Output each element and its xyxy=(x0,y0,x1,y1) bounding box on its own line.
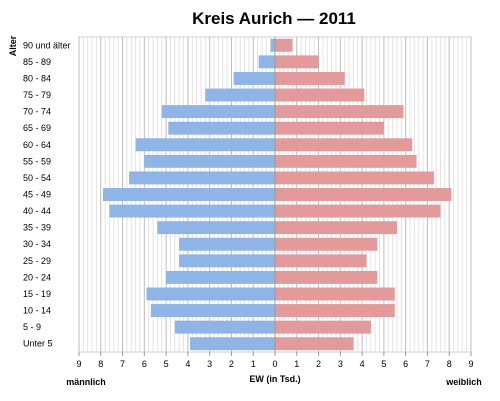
category-label: 10 - 14 xyxy=(23,306,51,316)
category-label: 25 - 29 xyxy=(23,256,51,266)
bar-male xyxy=(270,38,275,52)
category-label: 5 - 9 xyxy=(23,322,41,332)
bar-male xyxy=(258,55,275,69)
bar-female xyxy=(275,71,345,85)
bar-female xyxy=(275,121,384,135)
category-label: 15 - 19 xyxy=(23,289,51,299)
bar-male xyxy=(174,320,275,334)
x-tick-label: 1 xyxy=(294,359,299,369)
bar-male xyxy=(109,204,275,218)
category-label: 45 - 49 xyxy=(23,190,51,200)
category-label: 50 - 54 xyxy=(23,173,51,183)
x-tick-label: 4 xyxy=(185,359,190,369)
category-label: 85 - 89 xyxy=(23,57,51,67)
bar-female xyxy=(275,304,395,318)
y-axis-label: Alter xyxy=(8,35,18,56)
bar-male xyxy=(129,171,275,185)
category-label: Unter 5 xyxy=(23,339,53,349)
x-tick-label: 6 xyxy=(142,359,147,369)
category-label: 20 - 24 xyxy=(23,272,51,282)
x-tick-label: 2 xyxy=(316,359,321,369)
category-label: 80 - 84 xyxy=(23,73,51,83)
bar-female xyxy=(275,188,452,201)
x-tick-label: 1 xyxy=(251,359,256,369)
bar-male xyxy=(144,154,275,168)
bar-male xyxy=(190,337,275,351)
bar-female xyxy=(275,270,378,284)
bar-female xyxy=(275,237,378,251)
bar-female xyxy=(275,171,434,185)
bar-female xyxy=(275,204,441,218)
bar-male xyxy=(146,287,275,301)
category-label: 65 - 69 xyxy=(23,123,51,133)
bar-female xyxy=(275,287,395,301)
bar-female xyxy=(275,254,367,268)
male-side-label: männlich xyxy=(66,377,106,387)
bar-male xyxy=(166,270,275,284)
bar-male xyxy=(135,138,275,152)
category-label: 60 - 64 xyxy=(23,140,51,150)
bar-male xyxy=(168,121,275,135)
x-tick-label: 0 xyxy=(272,359,277,369)
x-tick-label: 5 xyxy=(164,359,169,369)
bar-female xyxy=(275,55,319,69)
bar-female xyxy=(275,88,365,102)
bar-male xyxy=(179,254,275,268)
bar-female xyxy=(275,320,371,334)
bar-male xyxy=(157,221,275,235)
x-tick-label: 8 xyxy=(98,359,103,369)
x-tick-label: 8 xyxy=(447,359,452,369)
bar-male xyxy=(161,105,275,119)
category-label: 35 - 39 xyxy=(23,223,51,233)
x-tick-label: 7 xyxy=(120,359,125,369)
bar-male xyxy=(179,237,275,251)
x-tick-label: 9 xyxy=(468,359,473,369)
x-tick-label: 9 xyxy=(76,359,81,369)
bar-female xyxy=(275,105,404,119)
bar-male xyxy=(233,71,275,85)
bar-female xyxy=(275,221,397,235)
bar-female xyxy=(275,337,354,351)
category-label: 30 - 34 xyxy=(23,239,51,249)
category-label: 55 - 59 xyxy=(23,156,51,166)
x-tick-label: 2 xyxy=(229,359,234,369)
x-tick-label: 4 xyxy=(360,359,365,369)
category-label: 90 und älter xyxy=(23,40,71,50)
x-tick-label: 5 xyxy=(381,359,386,369)
bars xyxy=(102,37,452,352)
x-tick-label: 3 xyxy=(207,359,212,369)
bar-female xyxy=(275,138,413,152)
bar-male xyxy=(102,188,275,201)
category-label: 40 - 44 xyxy=(23,206,51,216)
x-tick-label: 6 xyxy=(403,359,408,369)
category-label: 70 - 74 xyxy=(23,107,51,117)
x-tick-label: 7 xyxy=(425,359,430,369)
bar-female xyxy=(275,38,293,52)
axis-ticks: 9 8 7 6 5 4 3 2 1 0 1 2 3 4 5 6 7 8 9 xyxy=(76,352,474,369)
female-side-label: weiblich xyxy=(445,377,482,387)
bar-male xyxy=(150,304,275,318)
category-label: 75 - 79 xyxy=(23,90,51,100)
chart-title: Kreis Aurich — 2011 xyxy=(192,9,356,28)
x-tick-label: 3 xyxy=(338,359,343,369)
bar-male xyxy=(205,88,275,102)
bar-female xyxy=(275,154,417,168)
x-axis-label: EW (in Tsd.) xyxy=(249,374,300,384)
category-labels: 90 und älter 85 - 89 80 - 84 75 - 79 70 - 74… xyxy=(23,40,71,348)
